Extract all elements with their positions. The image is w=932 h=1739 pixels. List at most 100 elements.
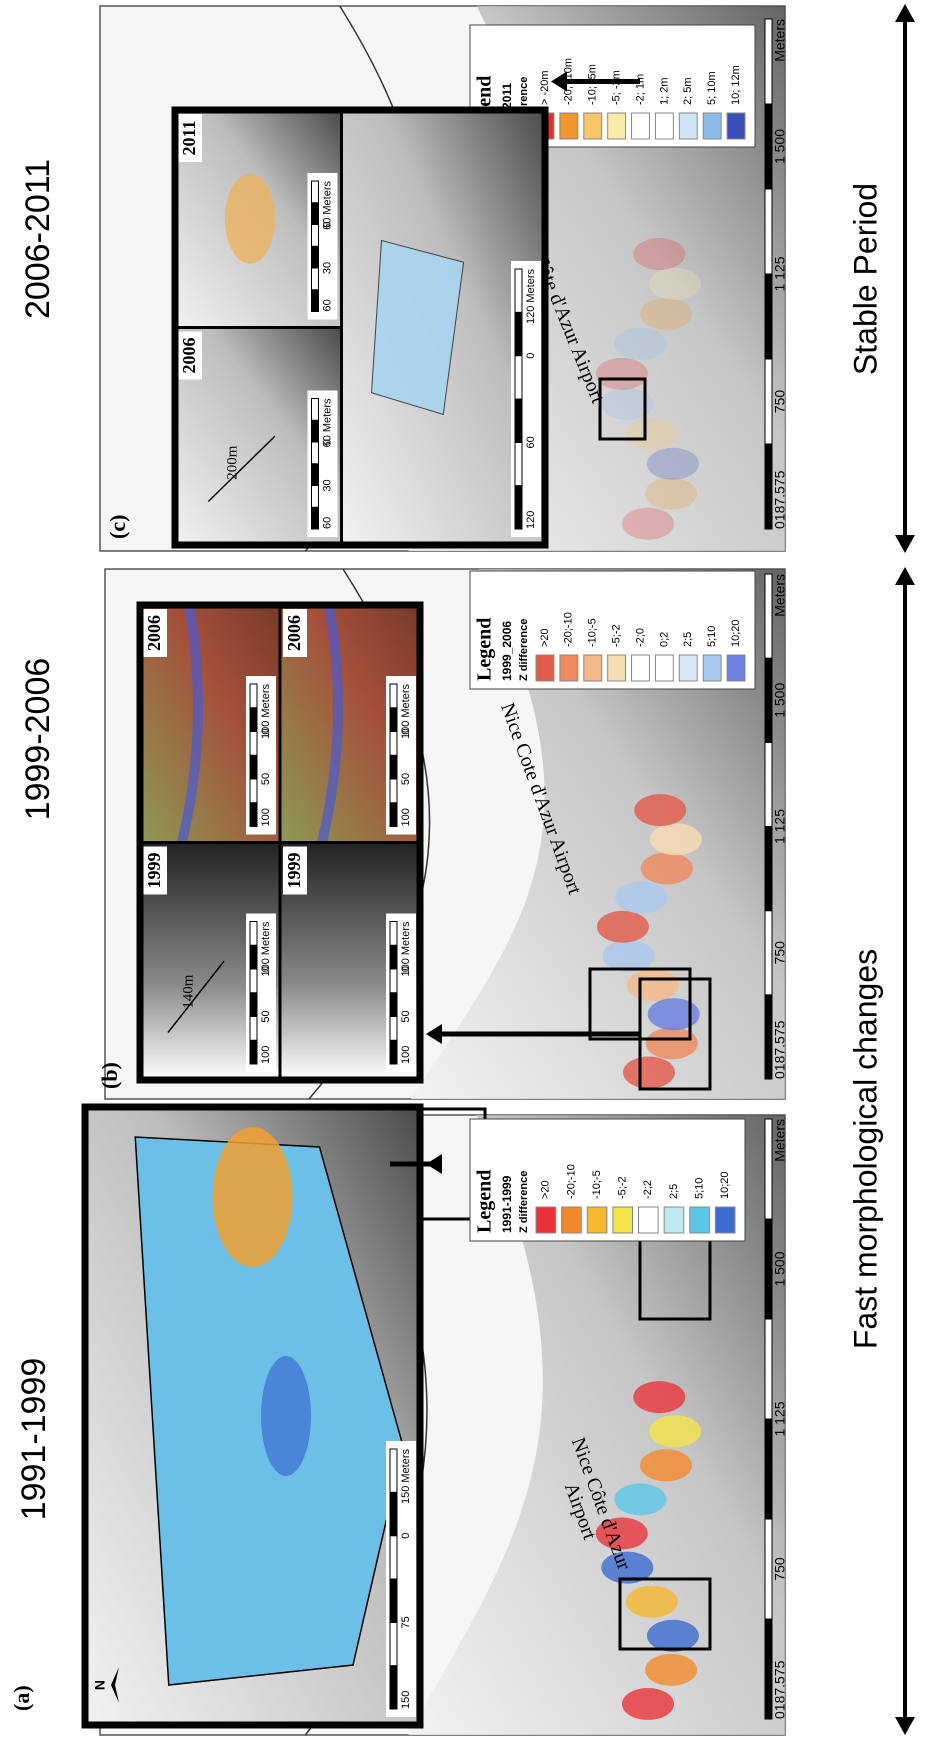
legend-swatch — [608, 113, 626, 139]
footer-label: Fast morphological changes — [847, 949, 883, 1349]
legend-swatch — [727, 113, 745, 139]
scale-label: 150 Meters — [400, 1449, 412, 1505]
scale-label: 120 Meters — [525, 269, 537, 325]
footer-label: Stable Period — [847, 183, 883, 375]
figure: Nice Côte d'AzurAirport0187.5757501 1251… — [0, 0, 932, 1739]
legend-label: -10; -5m — [587, 64, 599, 105]
legend-title: Legend — [474, 1170, 496, 1233]
scale-segment — [250, 969, 257, 993]
scale-segment — [390, 1622, 397, 1665]
change-patch — [649, 1415, 701, 1447]
scale-label: 0 — [400, 1533, 412, 1539]
scale-label: 150 — [400, 1691, 412, 1709]
scale-segment — [312, 181, 319, 203]
scale-segment — [312, 420, 319, 442]
change-patch — [648, 998, 700, 1030]
legend-swatch — [560, 655, 578, 681]
year-label: 1999 — [284, 853, 304, 889]
scale-segment — [250, 755, 257, 779]
change-patch — [615, 882, 667, 914]
scale-segment — [515, 356, 522, 399]
legend-label: 10;20 — [719, 1171, 731, 1199]
panel-label: (a) — [9, 1685, 34, 1711]
legend-swatch — [632, 113, 650, 139]
scale-segment — [250, 684, 257, 708]
scale-label: 30 — [321, 479, 333, 491]
scale-segment — [250, 708, 257, 732]
scale-segment — [312, 203, 319, 225]
panel-label: (b) — [97, 1062, 122, 1089]
scale-segment — [312, 399, 319, 421]
scale-label: 0187.575 — [772, 470, 788, 529]
year-label: 2006 — [144, 615, 164, 651]
legend-label: 5;10 — [706, 626, 718, 647]
change-patch — [633, 238, 685, 270]
legend-label: 10; 12m — [730, 65, 742, 105]
change-patch — [641, 852, 693, 884]
legend-swatch — [536, 655, 554, 681]
legend-swatch — [584, 113, 602, 139]
scale-label: 100 — [260, 808, 272, 826]
scale-label: 50 — [260, 773, 272, 785]
legend-label: 5; 10m — [706, 71, 718, 105]
scale-label: 50 — [260, 1010, 272, 1022]
change-patch — [614, 1483, 666, 1515]
scale-label: 50 — [400, 1010, 412, 1022]
scale-segment — [312, 290, 319, 312]
scale-label: 60 — [321, 299, 333, 311]
scale-segment — [312, 225, 319, 247]
legend-label: 0;2 — [658, 632, 670, 647]
legend-swatch — [613, 1207, 633, 1233]
legend-swatch — [584, 655, 602, 681]
change-patch — [645, 1654, 697, 1686]
scale-label: 0187.575 — [772, 1660, 788, 1719]
scale-segment — [390, 945, 397, 969]
scale-label: 1 500 — [772, 129, 788, 164]
period-heading: 1991-1999 — [15, 1358, 53, 1521]
scale-label: 100 — [400, 1046, 412, 1064]
scale-segment — [390, 1536, 397, 1579]
change-patch — [622, 1688, 674, 1720]
legend-period: 1991-1999 — [500, 1175, 514, 1233]
change-area — [225, 174, 275, 264]
legend-label: -2;2 — [642, 1180, 654, 1199]
scale-segment — [312, 246, 319, 268]
scale-label: 1 500 — [772, 683, 788, 718]
legend-period: 1999_2006 — [500, 621, 514, 681]
scale-segment — [250, 803, 257, 827]
scale-segment — [390, 1017, 397, 1041]
scale-label: 750 — [772, 1557, 788, 1581]
legend-swatch — [655, 113, 673, 139]
change-patch — [627, 969, 679, 1001]
distance-label: 200m — [225, 445, 241, 480]
legend-swatch — [632, 655, 650, 681]
change-patch — [649, 268, 701, 300]
change-patch — [645, 478, 697, 510]
scale-segment — [515, 442, 522, 485]
scale-label: 75 — [400, 1616, 412, 1628]
scale-segment — [515, 312, 522, 355]
legend-label: 10;20 — [730, 619, 742, 647]
legend-swatch — [536, 1207, 556, 1233]
legend-label: -10;-5 — [591, 1170, 603, 1199]
year-label: 2011 — [179, 120, 199, 155]
change-patch — [602, 940, 654, 972]
scale-segment — [250, 993, 257, 1017]
legend-label: -5; -2m — [611, 70, 623, 105]
scale-segment — [250, 1040, 257, 1064]
scale-segment — [312, 464, 319, 486]
panel-label: (c) — [105, 515, 130, 539]
scale-label: 750 — [772, 941, 788, 965]
legend-swatch — [562, 1207, 582, 1233]
legend-swatch — [608, 655, 626, 681]
legend-swatch — [655, 655, 673, 681]
north-label: N — [92, 1680, 108, 1690]
scale-label: 50 — [400, 773, 412, 785]
scale-label: 100 — [260, 1046, 272, 1064]
change-patch — [623, 1057, 675, 1089]
page: {"panels": [ {"label": "(a)", "period": … — [0, 0, 932, 1739]
scale-segment — [390, 708, 397, 732]
change-patch — [650, 823, 702, 855]
change-patch — [640, 1449, 692, 1481]
scale-label: 60 — [321, 517, 333, 529]
